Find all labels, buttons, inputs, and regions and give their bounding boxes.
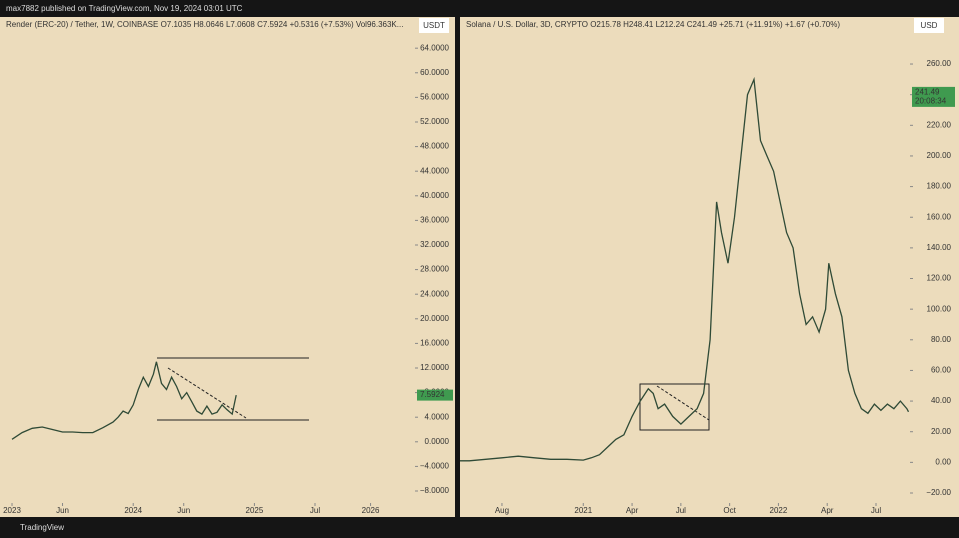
- currency-box: [914, 18, 944, 33]
- y-tick-label: 44.0000: [420, 166, 449, 175]
- price-line: [460, 76, 910, 462]
- price-tag-label: 7.5924: [420, 390, 445, 399]
- y-tick-label: 28.0000: [420, 265, 449, 274]
- y-tick-label: 60.0000: [420, 68, 449, 77]
- x-tick-label: Apr: [821, 506, 834, 515]
- legend: Solana / U.S. Dollar, 3D, CRYPTO O215.78…: [466, 20, 840, 29]
- y-tick-label: 52.0000: [420, 117, 449, 126]
- panel: [460, 17, 959, 517]
- price-line: [11, 361, 237, 440]
- y-tick-label: 12.0000: [420, 363, 449, 372]
- y-tick-label: 60.00: [931, 366, 952, 375]
- y-tick-label: 48.0000: [420, 142, 449, 151]
- y-tick-label: 140.00: [927, 243, 952, 252]
- x-tick-label: 2025: [246, 506, 264, 515]
- y-tick-label: 220.00: [927, 120, 952, 129]
- currency-box: [419, 18, 449, 33]
- legend: Render (ERC-20) / Tether, 1W, COINBASE O…: [6, 20, 403, 29]
- x-tick-label: 2026: [362, 506, 380, 515]
- y-tick-label: 20.00: [931, 427, 952, 436]
- countdown: 20:08:34: [915, 96, 947, 105]
- x-tick-label: Jul: [676, 506, 686, 515]
- y-tick-label: 180.00: [927, 182, 952, 191]
- y-tick-label: 200.00: [927, 151, 952, 160]
- x-tick-label: Jun: [177, 506, 190, 515]
- y-tick-label: 24.0000: [420, 289, 449, 298]
- y-tick-label: 120.00: [927, 274, 952, 283]
- y-tick-label: 56.0000: [420, 92, 449, 101]
- price-tag: [417, 389, 453, 401]
- y-tick-label: −4.0000: [420, 462, 450, 471]
- y-tick-label: 20.0000: [420, 314, 449, 323]
- author-line: max7882 published on TradingView.com, No…: [6, 4, 243, 13]
- x-tick-label: Jun: [56, 506, 69, 515]
- panel: [0, 17, 455, 517]
- x-tick-label: 2021: [574, 506, 592, 515]
- x-tick-label: Aug: [495, 506, 509, 515]
- y-tick-label: 32.0000: [420, 240, 449, 249]
- currency: USDT: [423, 21, 445, 30]
- footer-bar: [0, 517, 959, 538]
- range-box: [639, 383, 710, 431]
- brand: TradingView: [20, 523, 64, 532]
- x-tick-label: Apr: [626, 506, 639, 515]
- y-tick-label: 4.0000: [425, 412, 450, 421]
- y-tick-label: 80.00: [931, 335, 952, 344]
- y-tick-label: 40.00: [931, 396, 952, 405]
- y-tick-label: 260.00: [927, 59, 952, 68]
- price-tag-label: 241.49: [915, 87, 940, 96]
- y-tick-label: −20.00: [926, 488, 951, 497]
- y-tick-label: 100.00: [927, 304, 952, 313]
- y-tick-label: 40.0000: [420, 191, 449, 200]
- y-tick-label: 16.0000: [420, 339, 449, 348]
- y-tick-label: 36.0000: [420, 216, 449, 225]
- y-tick-label: −8.0000: [420, 486, 450, 495]
- x-tick-label: Jul: [871, 506, 881, 515]
- x-tick-label: Oct: [723, 506, 736, 515]
- x-tick-label: 2022: [770, 506, 788, 515]
- y-tick-label: 160.00: [927, 212, 952, 221]
- x-tick-label: 2024: [124, 506, 142, 515]
- y-tick-label: 0.0000: [425, 437, 450, 446]
- x-tick-label: Jul: [310, 506, 320, 515]
- trend-line: [656, 385, 710, 421]
- x-tick-label: 2023: [3, 506, 21, 515]
- y-tick-label: 0.00: [935, 457, 951, 466]
- currency: USD: [921, 21, 938, 30]
- y-tick-label: 64.0000: [420, 43, 449, 52]
- price-tag: [912, 86, 955, 107]
